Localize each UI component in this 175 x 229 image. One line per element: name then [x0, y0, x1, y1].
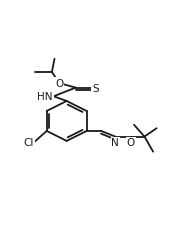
Text: N: N: [111, 138, 119, 148]
Text: HN: HN: [37, 92, 53, 102]
Text: O: O: [126, 138, 135, 148]
Text: Cl: Cl: [23, 137, 34, 147]
Text: O: O: [55, 79, 64, 89]
Text: S: S: [92, 83, 99, 93]
